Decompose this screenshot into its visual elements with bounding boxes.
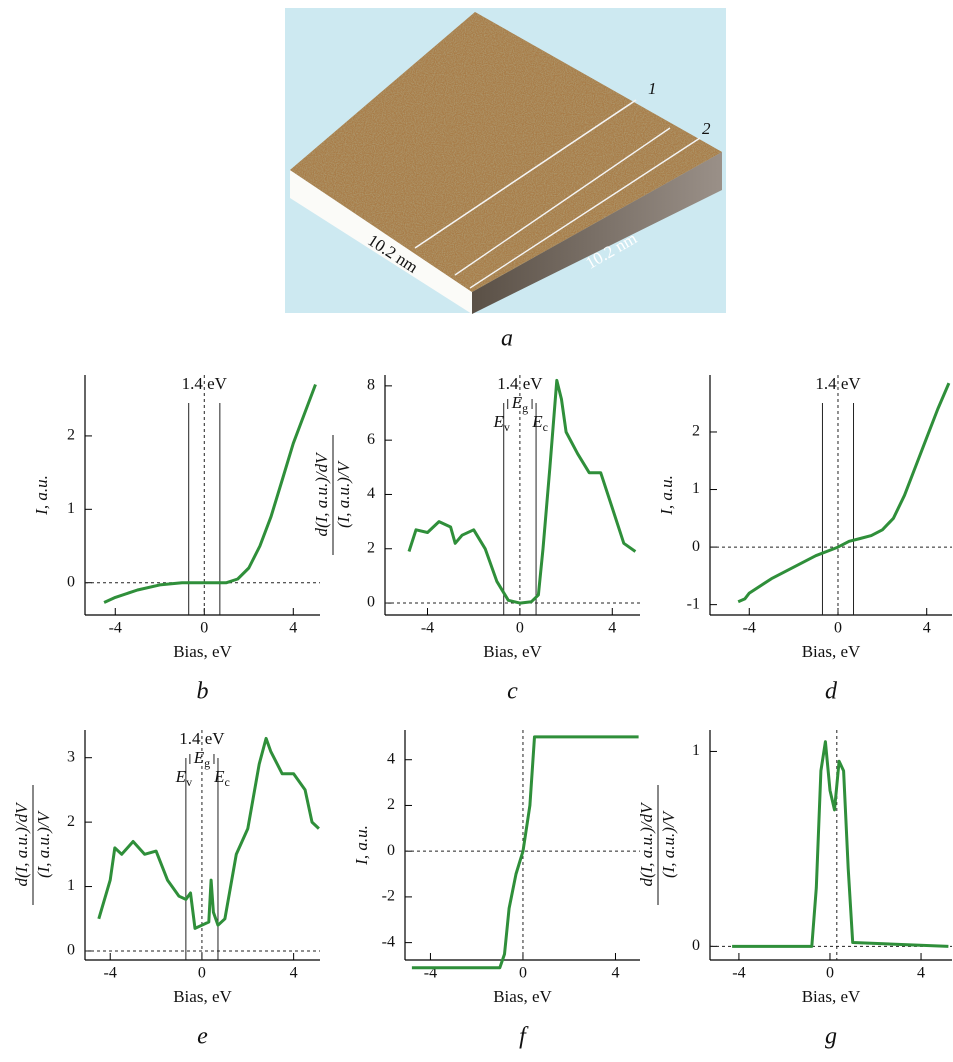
y-tick-label: -4 bbox=[382, 933, 395, 950]
gap-label: 1.4 eV bbox=[182, 374, 228, 393]
x-tick-label: -4 bbox=[104, 965, 117, 982]
stm-image: 1 2 10.2 nm 10.2 nm a bbox=[285, 8, 726, 352]
panel-caption: d bbox=[825, 679, 838, 705]
y-axis-label: I, a.u. bbox=[657, 475, 676, 516]
y-tick-label: 1 bbox=[692, 742, 700, 759]
valence-label: Ev bbox=[175, 767, 192, 789]
y-tick-label: 0 bbox=[692, 538, 700, 555]
panel-caption: g bbox=[825, 1024, 837, 1050]
valence-label-main: E bbox=[175, 767, 187, 786]
gap-label: 1.4 eV bbox=[179, 729, 225, 748]
y-label-numerator: d(I, a.u.)/dV bbox=[12, 801, 31, 887]
y-tick-label: 1 bbox=[692, 480, 700, 497]
x-tick-label: -4 bbox=[743, 620, 756, 637]
gap-symbol: Eg bbox=[193, 748, 210, 770]
y-tick-label: 2 bbox=[367, 539, 375, 556]
panel-caption: b bbox=[197, 679, 209, 705]
valence-label-sub: v bbox=[504, 420, 510, 434]
curve bbox=[738, 383, 949, 602]
y-tick-label: 0 bbox=[387, 842, 395, 859]
x-tick-label: 0 bbox=[519, 965, 527, 982]
panel-caption: e bbox=[197, 1024, 208, 1050]
gap-label: 1.4 eV bbox=[815, 374, 861, 393]
gap-symbol-sub: g bbox=[522, 401, 528, 415]
x-tick-label: -4 bbox=[732, 965, 745, 982]
gap-symbol-sub: g bbox=[204, 756, 210, 770]
y-tick-label: 8 bbox=[367, 377, 375, 394]
conduction-label-main: E bbox=[531, 412, 543, 431]
y-tick-label: 0 bbox=[67, 573, 75, 590]
y-tick-label: 1 bbox=[67, 877, 75, 894]
gap-symbol-main: E bbox=[193, 748, 205, 767]
x-tick-label: 4 bbox=[611, 965, 619, 982]
x-axis-label: Bias, eV bbox=[173, 987, 232, 1006]
y-tick-label: -2 bbox=[382, 888, 395, 905]
y-label-numerator: d(I, a.u.)/dV bbox=[312, 451, 331, 537]
gap-symbol-main: E bbox=[511, 393, 523, 412]
x-axis-label: Bias, eV bbox=[493, 987, 552, 1006]
x-tick-label: -4 bbox=[421, 620, 434, 637]
x-axis-label: Bias, eV bbox=[802, 642, 861, 661]
y-tick-label: 0 bbox=[367, 594, 375, 611]
conduction-label-sub: c bbox=[225, 775, 230, 789]
curve bbox=[104, 385, 315, 603]
y-tick-label: 3 bbox=[67, 748, 75, 765]
curve bbox=[732, 742, 948, 947]
y-axis-label: I, a.u. bbox=[352, 825, 371, 866]
y-label-denominator: (I, a.u.)/V bbox=[659, 809, 678, 878]
panel-caption: f bbox=[519, 1024, 529, 1050]
x-tick-label: -4 bbox=[109, 620, 122, 637]
x-tick-label: 0 bbox=[198, 965, 206, 982]
y-tick-label: -1 bbox=[687, 595, 700, 612]
line-label: 2 bbox=[702, 119, 711, 138]
x-tick-label: 0 bbox=[826, 965, 834, 982]
gap-label: 1.4 eV bbox=[497, 374, 543, 393]
y-label-numerator: d(I, a.u.)/dV bbox=[637, 801, 656, 887]
y-tick-label: 2 bbox=[67, 427, 75, 444]
panel-caption: c bbox=[507, 679, 518, 705]
conduction-label: Ec bbox=[531, 412, 548, 434]
y-label-denominator: (I, a.u.)/V bbox=[34, 809, 53, 878]
gap-symbol: Eg bbox=[511, 393, 528, 415]
y-axis-label: I, a.u. bbox=[32, 475, 51, 516]
x-tick-label: 4 bbox=[289, 620, 297, 637]
y-tick-label: 4 bbox=[387, 750, 395, 767]
line-label: 1 bbox=[648, 79, 657, 98]
x-tick-label: 0 bbox=[200, 620, 208, 637]
x-tick-label: 4 bbox=[608, 620, 616, 637]
y-tick-label: 6 bbox=[367, 431, 375, 448]
valence-label-main: E bbox=[493, 412, 505, 431]
y-tick-label: 2 bbox=[387, 796, 395, 813]
conduction-label: Ec bbox=[213, 767, 230, 789]
conduction-label-main: E bbox=[213, 767, 225, 786]
curve bbox=[412, 737, 639, 968]
figure: 1 2 10.2 nm 10.2 nm a -4 0 4 0 1 2 1.4 eV Bias,… bbox=[0, 0, 953, 1062]
conduction-label-sub: c bbox=[543, 420, 548, 434]
x-tick-label: 4 bbox=[923, 620, 931, 637]
x-axis-label: Bias, eV bbox=[173, 642, 232, 661]
y-tick-label: 2 bbox=[67, 813, 75, 830]
y-tick-label: 0 bbox=[67, 942, 75, 959]
x-axis-label: Bias, eV bbox=[483, 642, 542, 661]
x-tick-label: 0 bbox=[834, 620, 842, 637]
panel-caption: a bbox=[501, 326, 513, 352]
valence-label: Ev bbox=[493, 412, 510, 434]
x-axis-label: Bias, eV bbox=[802, 987, 861, 1006]
y-tick-label: 0 bbox=[692, 937, 700, 954]
y-tick-label: 4 bbox=[367, 485, 375, 502]
x-tick-label: 0 bbox=[516, 620, 524, 637]
valence-label-sub: v bbox=[186, 775, 192, 789]
y-label-denominator: (I, a.u.)/V bbox=[334, 459, 353, 528]
y-tick-label: 2 bbox=[692, 423, 700, 440]
x-tick-label: 4 bbox=[290, 965, 298, 982]
y-tick-label: 1 bbox=[67, 500, 75, 517]
x-tick-label: 4 bbox=[917, 965, 925, 982]
